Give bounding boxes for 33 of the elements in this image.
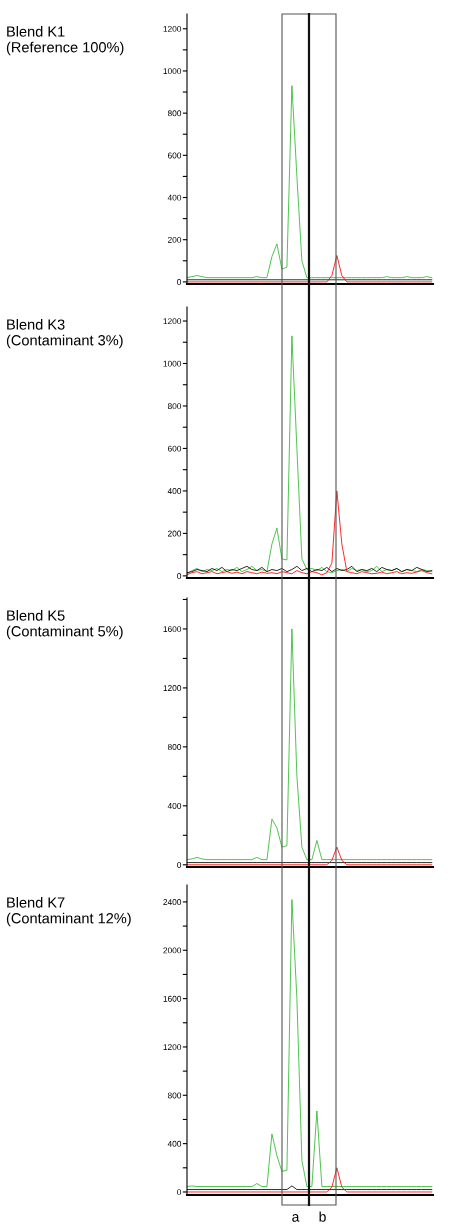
y-tick-label: 1200: [163, 685, 182, 692]
y-tick-label: 400: [167, 803, 182, 809]
y-tick-label: 200: [167, 236, 182, 243]
y-tick-label: 1200: [163, 318, 182, 325]
y-tick-label: 1200: [163, 25, 182, 32]
y-tick-label: 2000: [163, 947, 182, 954]
y-tick-label: 1600: [163, 626, 182, 633]
text: Blend K5 (Contaminant 5%): [6, 610, 123, 640]
y-tick-label: 400: [167, 1140, 182, 1147]
y-tick-label: 0: [177, 279, 182, 285]
y-tick-label: 1200: [163, 1044, 182, 1051]
y-tick-label: 1000: [163, 360, 182, 367]
text: Blend K3 (Contaminant 3%): [6, 319, 123, 349]
y-tick-label: 800: [167, 110, 182, 117]
y-tick-label: 800: [167, 403, 182, 410]
y-tick-label: 800: [167, 1092, 182, 1099]
y-tick-label: 600: [167, 445, 182, 452]
y-tick-label: 2400: [163, 899, 182, 906]
y-tick-label: 1000: [163, 68, 182, 75]
y-tick-label: 1600: [163, 995, 182, 1002]
text: Blend K1 (Reference 100%): [6, 26, 124, 56]
y-tick-label: 0: [177, 1189, 182, 1196]
text: b: [319, 1211, 326, 1222]
y-tick-label: 0: [177, 861, 182, 868]
y-tick-label: 400: [167, 194, 182, 201]
y-tick-label: 600: [167, 152, 182, 159]
y-tick-label: 200: [167, 530, 182, 537]
y-tick-label: 400: [167, 488, 182, 495]
y-tick-label: 800: [167, 744, 182, 750]
y-tick-label: 0: [177, 573, 182, 579]
line-series: [187, 490, 433, 576]
text: Blend K7 (Contaminant 12%): [6, 897, 131, 927]
text: a: [292, 1214, 300, 1222]
